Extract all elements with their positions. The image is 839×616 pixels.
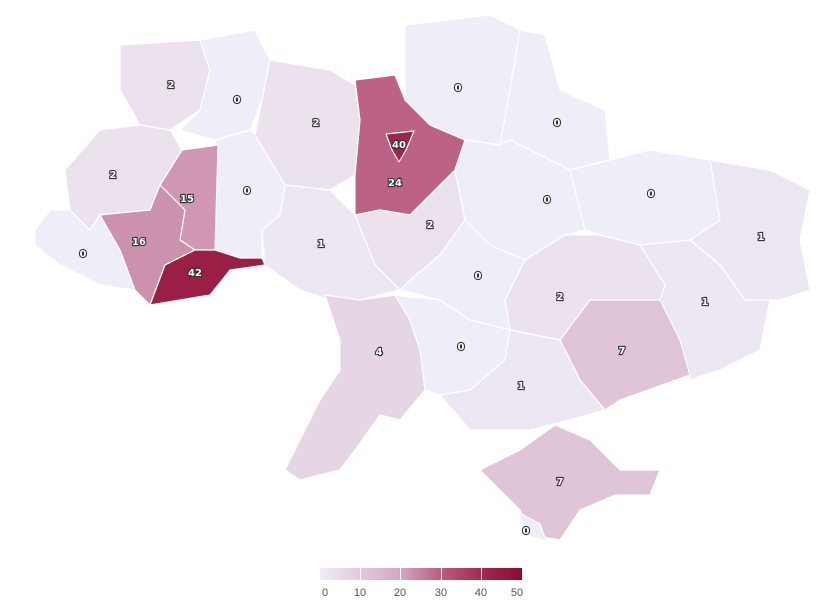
region-value-label: 0	[554, 118, 561, 129]
region-value-label: 2	[110, 170, 117, 181]
region-value-label: 0	[80, 249, 87, 260]
region-value-label: 2	[313, 118, 320, 129]
legend-tick: 40	[474, 587, 488, 599]
legend-tick: 50	[510, 587, 524, 599]
legend-gradient-bar	[320, 568, 522, 580]
region-value-label: 40	[392, 140, 406, 151]
region-value-label: 2	[557, 292, 564, 303]
region-value-label: 0	[458, 342, 465, 353]
region-crimea[interactable]	[479, 424, 661, 541]
region-value-label: 0	[455, 83, 462, 94]
region-kharkiv[interactable]	[569, 149, 721, 246]
region-value-label: 7	[619, 346, 626, 357]
region-value-label: 1	[518, 381, 525, 392]
region-chernivtsi[interactable]	[149, 249, 266, 306]
region-value-label: 0	[244, 186, 251, 197]
region-value-label: 7	[557, 477, 564, 488]
legend-tick: 10	[353, 587, 367, 599]
region-value-label: 24	[388, 178, 402, 189]
region-value-label: 2	[427, 220, 434, 231]
region-value-label: 4	[376, 347, 383, 358]
region-value-label: 42	[188, 268, 202, 279]
region-kherson[interactable]	[439, 329, 606, 431]
region-value-label: 16	[132, 237, 146, 248]
region-value-label: 15	[180, 194, 194, 205]
region-odesa[interactable]	[284, 294, 426, 481]
region-value-label: 1	[318, 239, 325, 250]
region-value-label: 0	[475, 271, 482, 282]
region-value-label: 0	[648, 189, 655, 200]
region-kyiv-city[interactable]	[385, 130, 415, 163]
color-legend: 0 10 20 30 40 50	[320, 568, 524, 603]
region-value-label: 0	[234, 95, 241, 106]
region-value-label: 0	[523, 526, 530, 537]
legend-tick: 0	[321, 587, 329, 599]
region-value-label: 1	[702, 297, 709, 308]
legend-tick: 20	[393, 587, 407, 599]
region-zhytomyr[interactable]	[254, 59, 361, 191]
legend-tick: 30	[434, 587, 448, 599]
region-value-label: 1	[758, 232, 765, 243]
region-value-label: 0	[544, 195, 551, 206]
region-sevastopol[interactable]	[517, 511, 547, 542]
region-value-label: 2	[168, 80, 175, 91]
